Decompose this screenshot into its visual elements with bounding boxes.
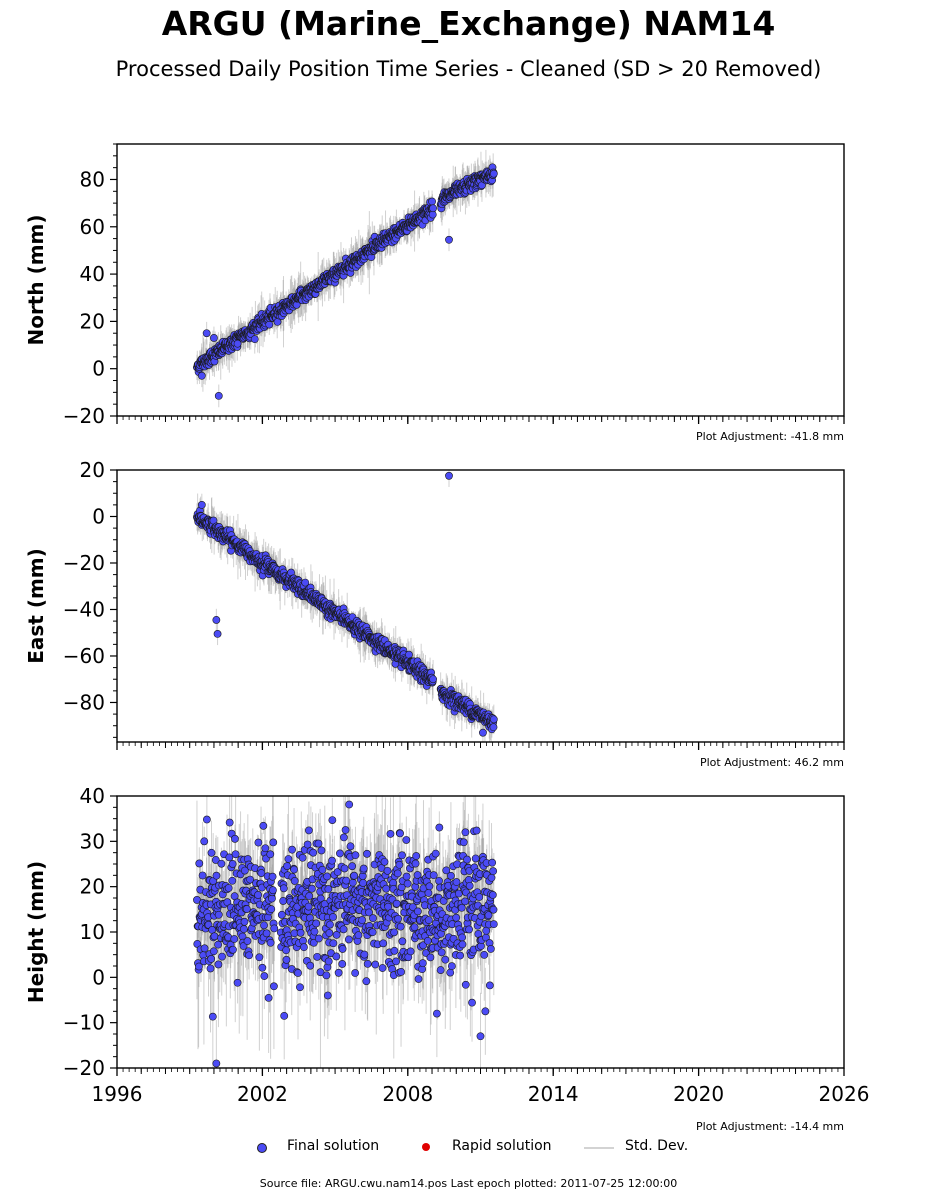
data-point	[429, 204, 437, 213]
data-point	[209, 947, 218, 956]
data-point	[239, 925, 248, 933]
data-point	[224, 884, 233, 892]
plot-adjustment-note: Plot Adjustment: -41.8 mm	[696, 430, 844, 443]
data-point	[198, 871, 207, 880]
data-point	[228, 860, 237, 868]
data-point	[240, 866, 249, 875]
y-tick-label: 80	[80, 167, 105, 191]
y-tick-label: −80	[63, 690, 105, 714]
data-point	[225, 853, 234, 862]
data-point	[210, 334, 218, 342]
y-tick-label: 20	[80, 458, 105, 482]
data-point	[207, 848, 216, 857]
data-point	[428, 197, 436, 206]
data-point	[242, 905, 251, 913]
y-tick-label: −20	[63, 404, 105, 428]
data-point	[230, 935, 239, 943]
data-point	[233, 978, 242, 987]
data-point	[489, 715, 498, 724]
chart-subtitle: Processed Daily Position Time Series - C…	[115, 57, 822, 81]
data-point	[214, 910, 223, 919]
data-point	[223, 898, 232, 907]
data-point	[200, 944, 209, 953]
data-point	[212, 871, 221, 880]
final-solution-points	[193, 471, 498, 737]
data-point	[210, 932, 219, 941]
data-point	[211, 856, 220, 864]
data-point	[445, 235, 453, 244]
data-point	[200, 837, 209, 846]
y-tick-label: 60	[80, 215, 105, 239]
data-point	[243, 937, 252, 945]
final-solution-points	[193, 163, 498, 400]
data-point	[202, 815, 211, 824]
data-point	[255, 953, 264, 962]
y-tick-label: 0	[92, 357, 105, 381]
y-tick-label: 20	[80, 309, 105, 333]
y-tick-label: −60	[63, 644, 105, 668]
data-point	[250, 335, 259, 344]
data-point	[202, 329, 211, 338]
data-point	[240, 917, 249, 926]
data-point	[195, 859, 204, 868]
final-solution-points	[193, 800, 498, 1068]
data-point	[206, 964, 215, 973]
data-point	[301, 578, 310, 587]
data-point	[195, 962, 203, 971]
data-point	[217, 859, 226, 868]
chart-title: ARGU (Marine_Exchange) NAM14	[161, 4, 776, 43]
data-point	[214, 940, 223, 949]
data-point	[489, 169, 498, 178]
data-point	[265, 320, 274, 329]
data-point	[429, 675, 437, 684]
data-point	[214, 391, 223, 400]
y-axis-label: North (mm)	[24, 214, 48, 345]
data-point	[489, 723, 498, 732]
data-point	[214, 960, 223, 969]
data-point	[405, 650, 413, 659]
data-point	[479, 728, 487, 737]
data-point	[246, 875, 255, 884]
y-tick-label: 0	[92, 504, 105, 528]
y-tick-label: 40	[80, 262, 105, 286]
data-point	[445, 471, 453, 480]
data-point	[208, 1012, 217, 1021]
data-point	[231, 834, 239, 843]
data-point	[213, 629, 222, 638]
y-axis-label: East (mm)	[24, 548, 48, 664]
data-point	[197, 500, 206, 509]
data-point	[229, 945, 237, 954]
data-point	[254, 838, 263, 847]
data-point	[212, 616, 221, 624]
y-tick-label: −40	[63, 597, 105, 621]
y-tick-label: −20	[63, 551, 105, 575]
data-point	[231, 850, 240, 859]
data-point	[228, 876, 237, 885]
data-point	[207, 955, 216, 963]
data-point	[225, 818, 234, 827]
data-point	[254, 891, 262, 899]
data-point	[197, 371, 206, 380]
data-point	[218, 952, 226, 961]
plot-adjustment-note: Plot Adjustment: 46.2 mm	[700, 756, 844, 769]
data-point	[245, 951, 254, 960]
